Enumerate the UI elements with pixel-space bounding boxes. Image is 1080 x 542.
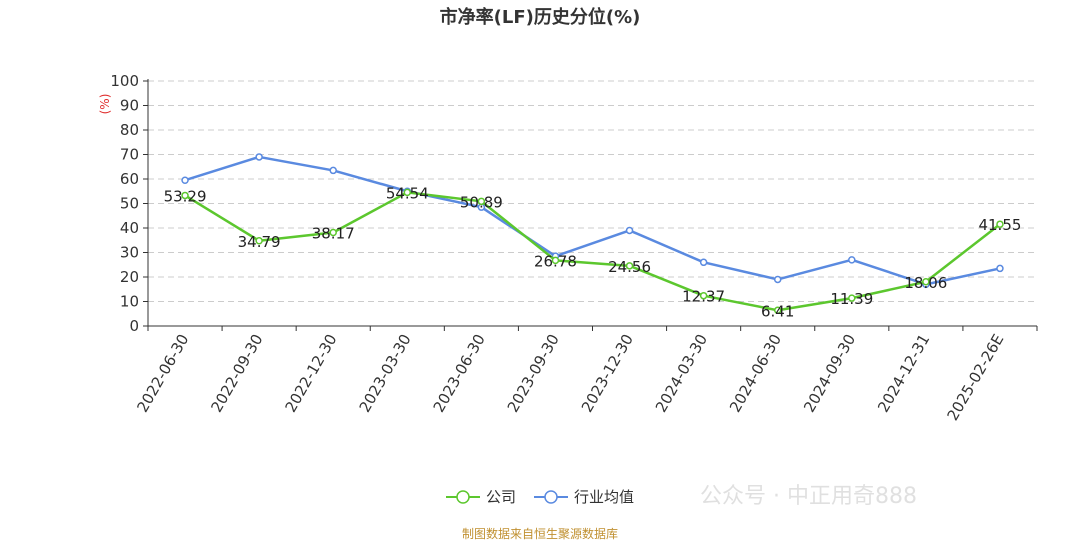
data-point <box>773 275 782 284</box>
y-tick-label: 10 <box>120 293 139 311</box>
y-tick-label: 30 <box>120 244 139 262</box>
data-point <box>699 291 708 300</box>
x-tick-label: 2025-02-26E <box>944 331 1008 424</box>
x-tick-label: 2023-09-30 <box>504 331 563 416</box>
data-point <box>551 256 560 265</box>
data-point <box>922 278 930 286</box>
x-tick-label: 2023-12-30 <box>578 331 637 416</box>
data-labels: 53.29 34.79 38.17 54.54 50.89 26.78 24.56 12.37… <box>164 184 1022 320</box>
data-point <box>329 166 337 175</box>
legend-company-label: 公司 <box>485 488 516 506</box>
y-tick-label: 80 <box>120 121 139 139</box>
x-tick-label: 2024-12-31 <box>874 331 933 416</box>
data-point <box>773 306 782 315</box>
legend-item-industry[interactable]: 行业均值 <box>534 486 634 507</box>
data-label: 24.56 <box>608 258 651 276</box>
data-label: 11.39 <box>830 290 873 308</box>
data-point <box>329 228 337 237</box>
x-tick-label: 2022-12-30 <box>281 331 340 416</box>
x-tick-label: 2024-06-30 <box>726 331 785 416</box>
y-tick-label: 70 <box>120 146 139 164</box>
data-point <box>996 264 1004 273</box>
series <box>181 153 1004 315</box>
y-tick-label: 100 <box>110 72 139 90</box>
watermark: 公众号 · 中正用奇888 <box>700 484 917 509</box>
data-label: 6.41 <box>761 302 794 320</box>
data-point <box>996 220 1004 228</box>
data-point <box>848 294 856 302</box>
legend-item-company[interactable]: 公司 <box>445 486 516 507</box>
y-tick-label: 40 <box>120 219 139 237</box>
x-tick-label: 2022-09-30 <box>207 331 266 416</box>
data-label: 53.29 <box>164 187 207 205</box>
data-point <box>181 191 189 200</box>
x-tick-label: 2023-03-30 <box>356 331 415 416</box>
grid-lines <box>148 80 1037 302</box>
data-point <box>625 262 634 270</box>
data-point <box>625 226 634 235</box>
data-point <box>848 256 856 264</box>
data-label: 54.54 <box>386 184 429 202</box>
series-line <box>184 191 1001 312</box>
chart-title: 市净率(LF)历史分位(%) <box>439 7 641 28</box>
y-tick-label: 60 <box>120 170 139 188</box>
data-point <box>403 188 412 197</box>
y-tick-label: 0 <box>129 317 139 335</box>
data-label: 34.79 <box>238 233 281 251</box>
legend-company-marker <box>445 489 480 504</box>
data-point <box>255 153 263 161</box>
data-label: 12.37 <box>682 288 725 306</box>
data-label: 38.17 <box>312 224 355 242</box>
x-tick-label: 2024-09-30 <box>800 331 859 416</box>
data-point <box>699 258 708 267</box>
data-label: 26.78 <box>534 252 577 270</box>
legend-industry-marker <box>534 489 568 504</box>
data-label: 50.89 <box>460 193 503 211</box>
legend-industry-label: 行业均值 <box>574 488 635 506</box>
y-tick-label: 50 <box>120 195 139 213</box>
data-point <box>255 237 263 245</box>
y-tick-label: 20 <box>120 268 139 286</box>
y-tick-label: 90 <box>120 97 139 115</box>
data-label: 18.06 <box>904 274 947 292</box>
x-tick-label: 2022-06-30 <box>133 331 192 416</box>
x-tick-label: 2024-03-30 <box>652 331 711 416</box>
data-point <box>181 176 189 184</box>
y-axis-label: (%) <box>98 94 112 115</box>
legend: 公司 行业均值 <box>0 486 1080 507</box>
series-line <box>184 155 1001 286</box>
data-label: 41.55 <box>978 216 1021 234</box>
source-note: 制图数据来自恒生聚源数据库 <box>461 527 618 541</box>
x-tick-label: 2023-06-30 <box>430 331 489 416</box>
data-point <box>477 197 486 206</box>
